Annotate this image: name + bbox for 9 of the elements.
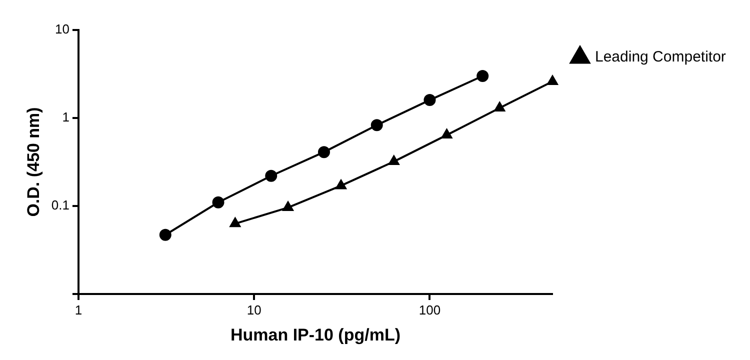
- y-axis-title: O.D. (450 nm): [24, 107, 43, 217]
- x-tick-label: 1: [74, 302, 82, 318]
- y-tick-label: 1: [62, 110, 70, 125]
- x-tick-label: 10: [246, 302, 262, 318]
- x-axis-title: Human IP-10 (pg/mL): [230, 325, 400, 344]
- x-tick-label: 100: [418, 302, 441, 318]
- legend-label: Leading Competitor: [595, 48, 726, 66]
- y-tick-label: 10: [55, 22, 70, 37]
- y-tick-label: 0.1: [51, 198, 70, 213]
